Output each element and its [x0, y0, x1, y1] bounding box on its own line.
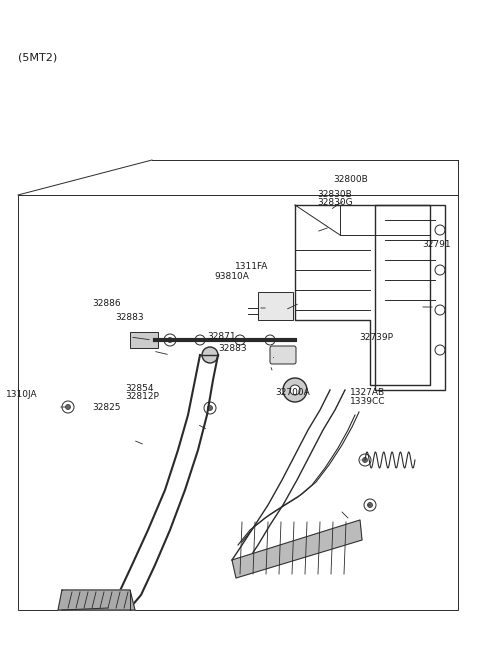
Text: 32883: 32883: [218, 344, 247, 354]
Circle shape: [195, 335, 205, 345]
Text: 32830G: 32830G: [317, 197, 352, 207]
Text: 32800B: 32800B: [334, 175, 368, 184]
Text: 1311FA: 1311FA: [235, 262, 269, 272]
Text: 32812P: 32812P: [126, 392, 160, 401]
Circle shape: [265, 335, 275, 345]
Text: 32854: 32854: [126, 384, 154, 393]
Bar: [258, 292, 293, 320]
Circle shape: [207, 405, 213, 411]
Polygon shape: [232, 520, 362, 578]
Bar: [375, 205, 445, 390]
Circle shape: [235, 335, 245, 345]
Text: 32739P: 32739P: [359, 333, 393, 342]
Circle shape: [65, 405, 71, 409]
Circle shape: [290, 385, 300, 395]
Text: 32886: 32886: [93, 299, 121, 308]
Text: 32700A: 32700A: [275, 388, 310, 397]
Text: 1310JA: 1310JA: [6, 390, 37, 399]
Text: 32871: 32871: [207, 332, 236, 341]
Text: (5MT2): (5MT2): [18, 52, 57, 62]
Circle shape: [168, 337, 172, 342]
Text: 32883: 32883: [115, 313, 144, 322]
Circle shape: [362, 457, 368, 462]
FancyBboxPatch shape: [270, 346, 296, 364]
Circle shape: [165, 335, 175, 345]
Text: 32791: 32791: [422, 239, 451, 249]
Circle shape: [202, 347, 218, 363]
Text: 1327AB: 1327AB: [350, 388, 385, 397]
Polygon shape: [58, 590, 135, 610]
Text: 1339CC: 1339CC: [350, 397, 386, 406]
Circle shape: [283, 378, 307, 402]
Circle shape: [364, 499, 376, 511]
Text: 32825: 32825: [93, 403, 121, 412]
Text: 32830B: 32830B: [317, 190, 351, 199]
Circle shape: [368, 502, 372, 508]
Bar: [18, 195, 458, 610]
Circle shape: [359, 454, 371, 466]
Circle shape: [204, 402, 216, 414]
Circle shape: [164, 334, 176, 346]
Circle shape: [62, 401, 74, 413]
Text: 93810A: 93810A: [215, 272, 250, 281]
Bar: [130, 332, 158, 348]
